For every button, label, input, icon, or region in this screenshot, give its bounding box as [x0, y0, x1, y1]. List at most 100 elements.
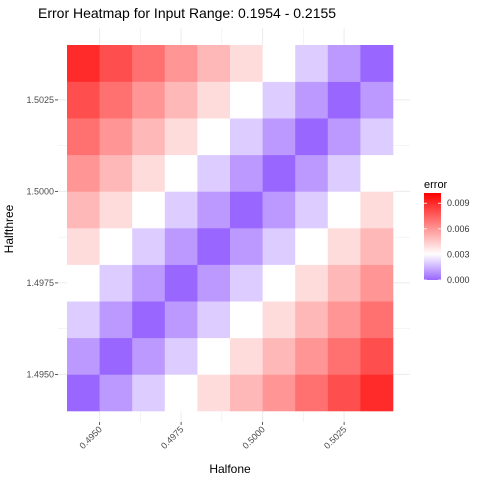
heatmap-cell [295, 301, 329, 339]
heatmap-cell [262, 228, 296, 265]
heatmap-cell [197, 191, 231, 229]
heatmap-cell [67, 154, 100, 192]
heatmap-cell [164, 118, 198, 156]
heatmap-cell [99, 337, 133, 375]
heatmap-cell [99, 118, 133, 156]
y-axis-ticks: 1.4950 1.4975 1.5000 1.5025 [26, 95, 58, 379]
heatmap-cell [197, 154, 231, 192]
color-legend: error 0.000 0.003 0.006 0.009 [424, 179, 470, 285]
heatmap-cell [67, 337, 100, 375]
heatmap-cell [360, 374, 394, 412]
heatmap-cell [230, 337, 263, 375]
heatmap-cell [295, 191, 329, 229]
heatmap-cell [262, 45, 296, 82]
heatmap-cell [99, 264, 133, 302]
heatmap-cell [360, 154, 394, 192]
heatmap-cells [67, 45, 394, 412]
heatmap-cell [197, 81, 231, 119]
heatmap-cell [164, 154, 198, 192]
heatmap-cell [360, 81, 394, 119]
heatmap-cell [99, 228, 133, 265]
y-axis-label: Halfthree [2, 204, 16, 253]
heatmap-cell [295, 118, 329, 156]
heatmap-cell [262, 374, 296, 412]
heatmap-cell [230, 301, 263, 339]
heatmap-cell [164, 228, 198, 265]
x-axis-label: Halfone [209, 462, 251, 476]
heatmap-cell [164, 264, 198, 302]
legend-tick-label: 0.006 [447, 224, 470, 234]
heatmap-cell [327, 154, 361, 192]
heatmap-cell [262, 264, 296, 302]
heatmap-cell [197, 118, 231, 156]
legend-tick-label: 0.003 [447, 249, 470, 259]
heatmap-cell [132, 154, 166, 192]
heatmap-cell [197, 374, 231, 412]
legend-ticks: 0.000 0.003 0.006 0.009 [424, 198, 470, 285]
heatmap-cell [262, 337, 296, 375]
heatmap-cell [360, 118, 394, 156]
legend-title: error [424, 179, 448, 191]
heatmap-cell [197, 301, 231, 339]
heatmap-cell [230, 374, 263, 412]
heatmap-cell [67, 45, 100, 82]
chart-title: Error Heatmap for Input Range: 0.1954 - … [38, 5, 336, 21]
heatmap-cell [295, 374, 329, 412]
heatmap-cell [197, 337, 231, 375]
heatmap-cell [327, 264, 361, 302]
heatmap-cell [197, 45, 231, 82]
heatmap-cell [295, 45, 329, 82]
heatmap-cell [360, 45, 394, 82]
heatmap-cell [132, 81, 166, 119]
y-tick-label: 1.5025 [26, 95, 54, 105]
heatmap-cell [230, 45, 263, 82]
heatmap-cell [132, 374, 166, 412]
y-tick-label: 1.4950 [26, 369, 54, 379]
heatmap-cell [262, 191, 296, 229]
heatmap-cell [67, 81, 100, 119]
heatmap-cell [327, 118, 361, 156]
heatmap-cell [164, 337, 198, 375]
heatmap-cell [99, 374, 133, 412]
heatmap-cell [67, 374, 100, 412]
heatmap-cell [327, 228, 361, 265]
heatmap-cell [295, 154, 329, 192]
heatmap-cell [164, 45, 198, 82]
heatmap-cell [132, 118, 166, 156]
heatmap-cell [262, 301, 296, 339]
heatmap-cell [230, 118, 263, 156]
heatmap-cell [327, 374, 361, 412]
heatmap-cell [164, 81, 198, 119]
heatmap-cell [360, 191, 394, 229]
heatmap-cell [132, 228, 166, 265]
heatmap-cell [360, 301, 394, 339]
heatmap-cell [164, 301, 198, 339]
heatmap-cell [262, 81, 296, 119]
heatmap-cell [230, 191, 263, 229]
heatmap-cell [327, 301, 361, 339]
heatmap-cell [295, 228, 329, 265]
heatmap-cell [132, 45, 166, 82]
heatmap-cell [360, 228, 394, 265]
heatmap-cell [230, 154, 263, 192]
heatmap-cell [327, 81, 361, 119]
heatmap-cell [262, 154, 296, 192]
heatmap-cell [99, 154, 133, 192]
heatmap-cell [67, 118, 100, 156]
heatmap-cell [230, 81, 263, 119]
heatmap-cell [360, 264, 394, 302]
heatmap-cell [132, 337, 166, 375]
legend-tick-label: 0.000 [447, 275, 470, 285]
legend-colorbar [424, 193, 441, 280]
heatmap-cell [99, 45, 133, 82]
heatmap-cell [67, 301, 100, 339]
y-tick-label: 1.4975 [26, 278, 54, 288]
heatmap-cell [295, 264, 329, 302]
heatmap-cell [67, 228, 100, 265]
heatmap-cell [295, 337, 329, 375]
heatmap-cell [99, 191, 133, 229]
heatmap-cell [99, 301, 133, 339]
heatmap-cell [164, 191, 198, 229]
heatmap-cell [327, 191, 361, 229]
heatmap-cell [360, 337, 394, 375]
